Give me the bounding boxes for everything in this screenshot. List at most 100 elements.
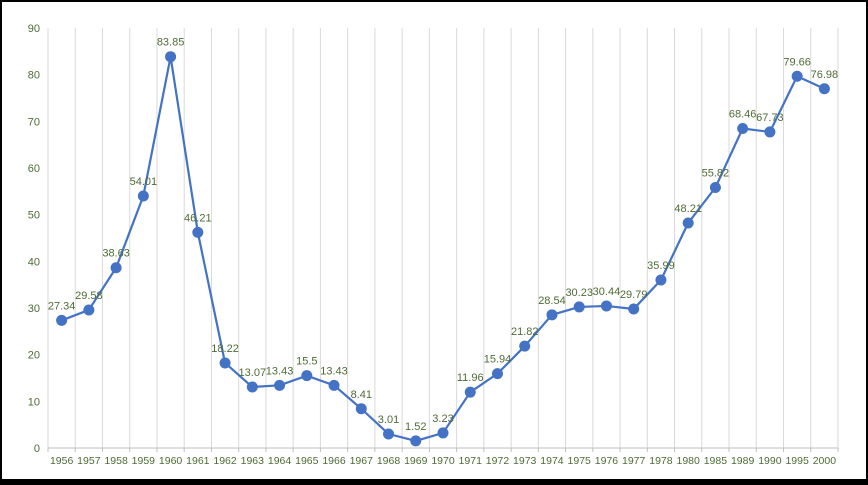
- x-axis-tick-label: 1985: [704, 455, 728, 467]
- data-point-marker: [192, 226, 204, 238]
- x-axis-tick-label: 1995: [785, 455, 809, 467]
- y-axis-tick-label: 50: [28, 210, 40, 222]
- y-axis-tick-label: 30: [28, 303, 40, 315]
- data-point-label: 1.52: [405, 421, 426, 433]
- x-axis-tick-label: 1977: [622, 455, 646, 467]
- data-point-label: 68.46: [729, 109, 757, 121]
- y-axis-tick-label: 80: [28, 70, 40, 82]
- y-axis-tick-label: 70: [28, 116, 40, 128]
- x-axis-tick-label: 1964: [268, 455, 292, 467]
- data-point-label: 83.85: [157, 37, 185, 49]
- x-axis-tick-label: 1962: [213, 455, 237, 467]
- data-point-label: 48.21: [674, 203, 702, 215]
- data-point-marker: [682, 217, 694, 229]
- data-point-marker: [600, 300, 612, 312]
- data-point-marker: [737, 123, 749, 135]
- data-point-label: 3.01: [378, 414, 399, 426]
- data-point-label: 54.01: [130, 176, 158, 188]
- data-point-marker: [246, 381, 258, 393]
- data-point-label: 13.43: [266, 365, 294, 377]
- data-point-marker: [491, 368, 503, 380]
- x-axis-tick-label: 1978: [649, 455, 673, 467]
- data-point-label: 18.22: [211, 343, 239, 355]
- data-point-marker: [328, 379, 340, 391]
- series-line: [60, 55, 826, 443]
- data-point-label: 55.82: [702, 168, 730, 180]
- data-point-marker: [709, 182, 721, 194]
- data-point-label: 13.07: [239, 367, 267, 379]
- x-axis-tick-label: 1973: [513, 455, 537, 467]
- x-axis-tick-label: 2000: [813, 455, 837, 467]
- x-axis-tick-label: 1970: [431, 455, 455, 467]
- data-point-marker: [519, 340, 531, 352]
- x-axis-tick-label: 1990: [758, 455, 782, 467]
- data-point-marker: [83, 304, 95, 316]
- x-axis-tick-label: 1975: [568, 455, 592, 467]
- x-axis-tick-label: 1965: [295, 455, 319, 467]
- x-axis-tick-label: 1961: [186, 455, 210, 467]
- x-axis-tick-label: 1974: [540, 455, 564, 467]
- data-point-marker: [437, 427, 449, 439]
- data-point-label: 30.44: [593, 286, 621, 298]
- data-point-marker: [546, 309, 558, 321]
- data-point-label: 38.63: [102, 248, 130, 260]
- data-point-label: 46.21: [184, 212, 212, 224]
- y-axis-tick-label: 60: [28, 163, 40, 175]
- data-point-marker: [410, 435, 422, 447]
- y-axis-tick-label: 20: [28, 350, 40, 362]
- data-point-marker: [791, 70, 803, 82]
- data-point-marker: [274, 379, 286, 391]
- x-axis-tick-label: 1958: [104, 455, 128, 467]
- x-axis-tick-label: 1980: [676, 455, 700, 467]
- data-point-label: 28.54: [538, 295, 566, 307]
- data-point-label: 67.73: [756, 112, 784, 124]
- data-point-marker: [818, 83, 830, 95]
- data-point-marker: [764, 126, 776, 138]
- y-axis-tick-label: 90: [28, 23, 40, 35]
- data-point-label: 27.34: [48, 300, 76, 312]
- data-point-label: 3.23: [432, 413, 453, 425]
- data-point-label: 13.43: [320, 365, 348, 377]
- x-axis-tick-label: 1967: [350, 455, 374, 467]
- data-point-label: 79.66: [783, 56, 811, 68]
- x-axis-tick-label: 1989: [731, 455, 755, 467]
- data-point-marker: [573, 301, 585, 313]
- x-axis-tick-label: 1968: [377, 455, 401, 467]
- x-axis-tick-label: 1960: [159, 455, 183, 467]
- data-point-marker: [655, 274, 667, 286]
- data-point-marker: [464, 386, 476, 398]
- y-axis-tick-label: 0: [34, 443, 40, 455]
- x-axis-tick-label: 1963: [241, 455, 265, 467]
- data-point-label: 8.41: [351, 389, 372, 401]
- x-axis-tick-label: 1956: [50, 455, 74, 467]
- x-axis-tick-label: 1959: [132, 455, 156, 467]
- data-point-label: 21.82: [511, 326, 539, 338]
- data-point-label: 76.98: [811, 69, 839, 81]
- x-axis-tick-label: 1957: [77, 455, 101, 467]
- data-point-label: 15.94: [484, 354, 512, 366]
- x-axis-tick-label: 1976: [595, 455, 619, 467]
- data-point-label: 30.23: [565, 287, 593, 299]
- data-point-label: 29.58: [75, 290, 103, 302]
- x-axis-tick-label: 1966: [322, 455, 346, 467]
- data-point-marker: [165, 51, 177, 63]
- data-point-marker: [137, 190, 149, 202]
- x-axis-tick-label: 1971: [459, 455, 483, 467]
- data-point-marker: [301, 370, 313, 382]
- data-point-label: 35.99: [647, 260, 675, 272]
- data-point-marker: [383, 428, 395, 440]
- data-point-marker: [56, 314, 68, 326]
- data-point-marker: [355, 403, 367, 415]
- data-point-label: 15.5: [296, 356, 317, 368]
- y-axis-tick-label: 40: [28, 256, 40, 268]
- x-axis-tick-label: 1969: [404, 455, 428, 467]
- data-point-marker: [219, 357, 231, 369]
- x-axis-tick-label: 1972: [486, 455, 510, 467]
- data-point-marker: [628, 303, 640, 315]
- data-point-label: 11.96: [457, 372, 484, 384]
- data-point-marker: [110, 262, 122, 274]
- y-axis-tick-label: 10: [28, 396, 40, 408]
- data-point-label: 29.79: [620, 289, 648, 301]
